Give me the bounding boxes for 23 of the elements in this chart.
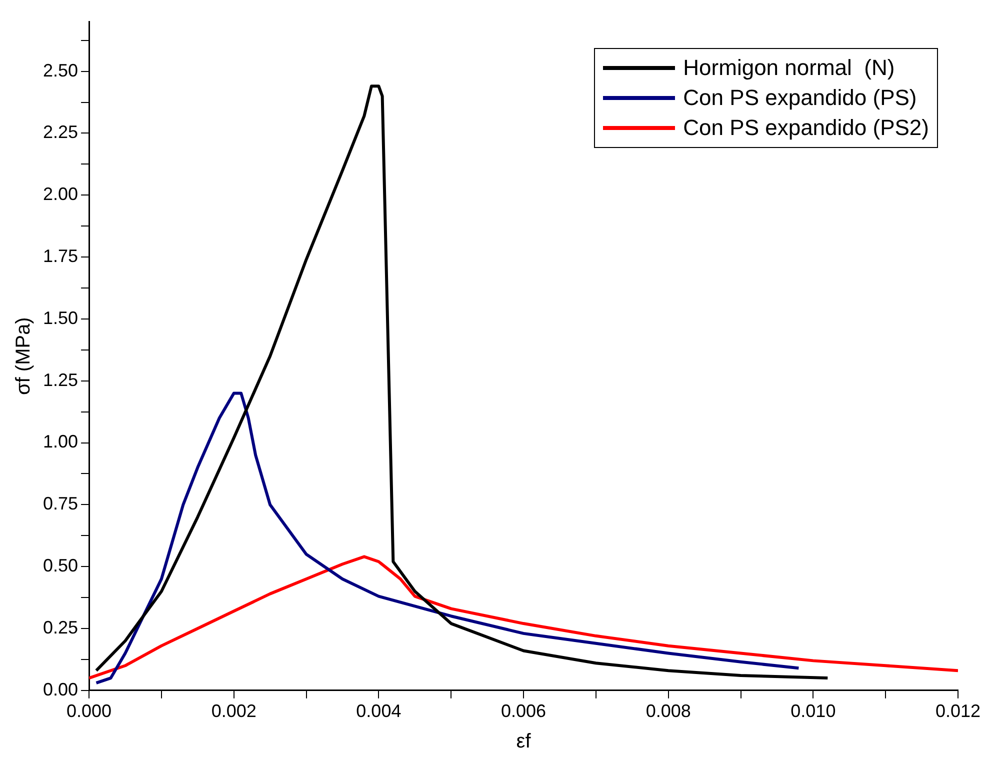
y-tick-label: 1.25 [42,370,78,390]
y-tick-label: 1.75 [42,246,78,266]
y-tick-label: 0.00 [42,679,78,700]
x-tick-label: 0.000 [66,701,112,722]
y-tick-label: 2.25 [42,122,78,142]
x-tick-label: 0.004 [356,701,402,722]
x-tick-label: 0.002 [211,701,256,722]
y-tick-label: 0.75 [42,494,78,514]
y-tick-label: 0.25 [42,617,78,638]
y-tick-label: 2.50 [42,60,78,80]
y-tick-label: 1.00 [42,432,78,452]
x-tick-label: 0.010 [790,701,836,722]
y-tick-label: 1.50 [42,308,78,328]
x-tick-label: 0.012 [935,701,981,722]
legend-label: Con PS expandido (PS) [683,84,917,112]
x-axis-title: εf [516,730,532,753]
legend-label: Hormigon normal (N) [683,54,895,82]
x-tick-label: 0.008 [646,701,691,722]
x-tick-label: 0.006 [500,701,546,722]
y-tick-label: 0.50 [42,556,78,576]
y-axis-title: σf (MPa) [12,317,35,396]
legend-label: Con PS expandido (PS2) [683,114,929,142]
y-tick-label: 2.00 [42,184,78,204]
